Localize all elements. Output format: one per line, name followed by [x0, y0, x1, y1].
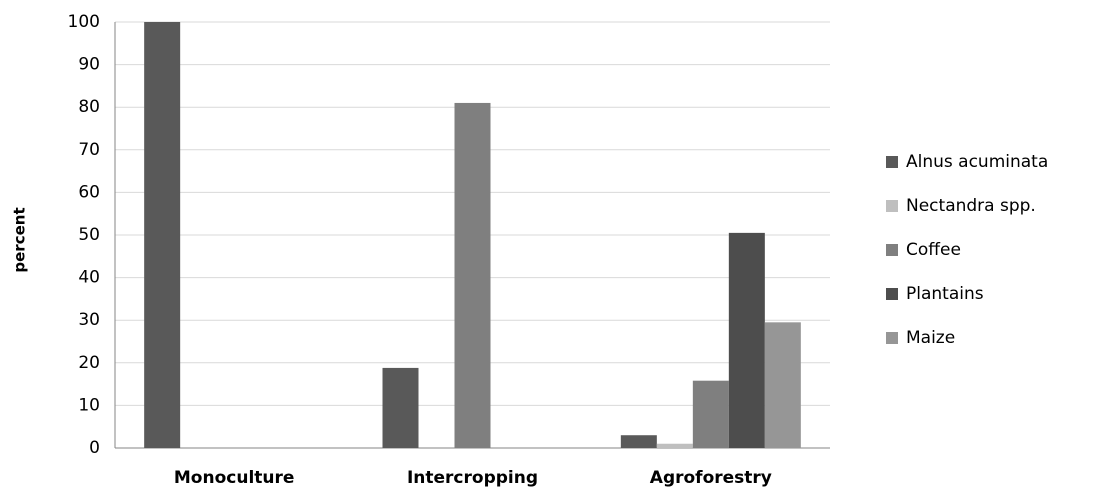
bar: [764, 322, 801, 448]
legend-swatch: [886, 244, 898, 256]
legend-swatch: [886, 156, 898, 168]
bar: [454, 102, 491, 448]
x-tick-label: Intercropping: [407, 468, 538, 488]
legend-label: Nectandra spp.: [906, 196, 1036, 216]
y-tick-label: 10: [78, 395, 100, 415]
legend-swatch: [886, 200, 898, 212]
bar: [144, 22, 181, 448]
legend-label: Coffee: [906, 240, 961, 260]
y-tick-label: 70: [78, 140, 100, 160]
legend-swatch: [886, 332, 898, 344]
legend-label: Maize: [906, 328, 955, 348]
x-tick-label: Monoculture: [174, 468, 295, 488]
y-axis-label: percent: [11, 207, 29, 272]
y-tick-label: 0: [89, 438, 100, 458]
y-tick-label: 20: [78, 353, 100, 373]
legend-swatch: [886, 288, 898, 300]
y-tick-label: 50: [78, 225, 100, 245]
bar: [728, 232, 765, 448]
x-tick-label: Agroforestry: [650, 468, 772, 488]
bar: [620, 435, 657, 448]
legend-label: Plantains: [906, 284, 984, 304]
legend-label: Alnus acuminata: [906, 152, 1048, 172]
y-tick-label: 60: [78, 182, 100, 202]
y-tick-label: 80: [78, 97, 100, 117]
y-tick-label: 40: [78, 268, 100, 288]
bar: [382, 367, 419, 448]
bar: [656, 443, 693, 448]
y-tick-label: 100: [68, 12, 100, 32]
bar: [692, 380, 729, 448]
y-tick-label: 90: [78, 55, 100, 75]
y-tick-label: 30: [78, 310, 100, 330]
